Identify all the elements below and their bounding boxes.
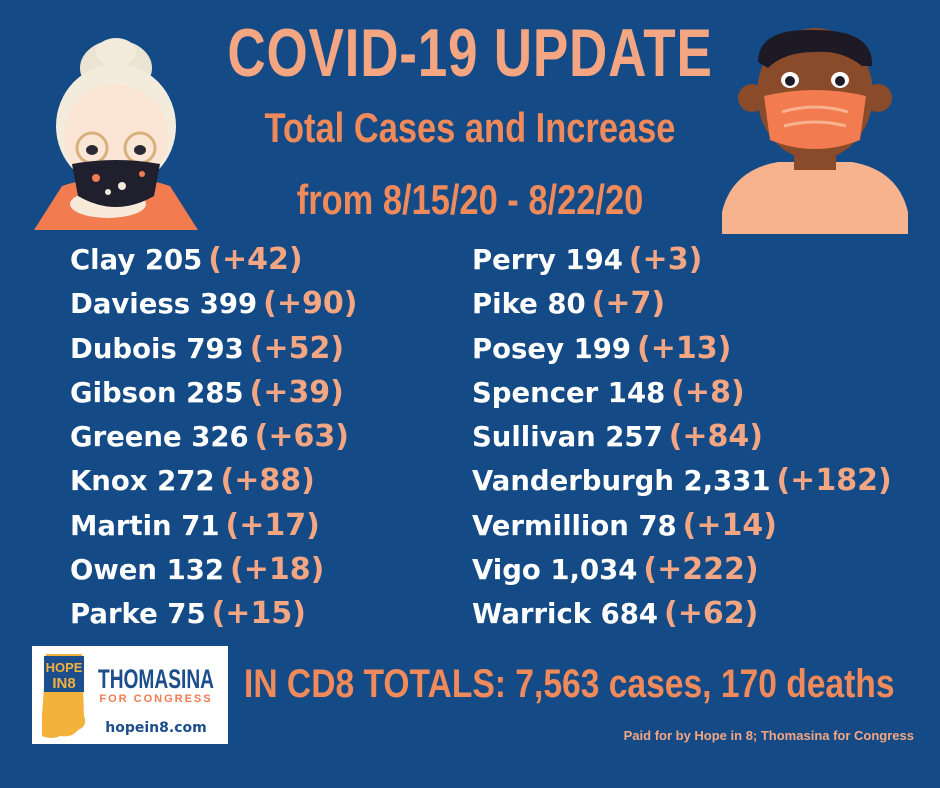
county-label: Gibson 285	[70, 376, 244, 409]
county-increase: (+52)	[249, 330, 345, 366]
county-row: Clay 205 (+42)	[70, 238, 357, 282]
county-label: Pike 80	[472, 288, 586, 321]
county-row: Knox 272 (+88)	[70, 459, 357, 503]
county-increase: (+88)	[220, 463, 315, 499]
county-increase: (+3)	[628, 242, 703, 277]
county-increase: (+62)	[664, 596, 759, 632]
county-label: Owen 132	[70, 554, 224, 587]
county-row: Parke 75 (+15)	[70, 592, 357, 636]
county-increase: (+39)	[249, 374, 344, 410]
county-label: Vanderburgh 2,331	[472, 465, 771, 498]
logo-graphic: HOPE IN8 THOMASINA FOR CONGRESS hopein8.…	[42, 654, 214, 738]
county-row: Dubois 793 (+52)	[70, 327, 357, 371]
county-label: Knox 272	[70, 465, 215, 498]
county-row: Pike 80 (+7)	[472, 282, 892, 326]
county-label: Dubois 793	[70, 332, 244, 365]
paid-for-disclaimer: Paid for by Hope in 8; Thomasina for Con…	[623, 728, 914, 743]
county-label: Vigo 1,034	[472, 554, 638, 587]
county-row: Gibson 285 (+39)	[70, 371, 357, 415]
county-label: Clay 205	[70, 244, 203, 276]
county-row: Posey 199 (+13)	[472, 327, 892, 371]
logo-tagline-text: FOR CONGRESS	[99, 693, 212, 705]
county-label: Vermillion 78	[472, 509, 677, 542]
subtitle-line-1: Total Cases and Increase	[264, 104, 676, 151]
young-man-mask-illustration	[722, 28, 908, 234]
county-label: Perry 194	[472, 244, 623, 276]
county-increase: (+8)	[671, 374, 745, 410]
county-label: Spencer 148	[472, 376, 666, 409]
county-label: Sullivan 257	[472, 421, 663, 454]
county-row: Martin 71 (+17)	[70, 504, 357, 548]
county-label: Warrick 684	[472, 598, 659, 631]
county-increase: (+222)	[643, 552, 759, 588]
elderly-woman-mask-illustration	[34, 38, 198, 230]
county-increase: (+63)	[254, 419, 349, 455]
county-row: Warrick 684 (+62)	[472, 592, 892, 636]
county-row: Greene 326 (+63)	[70, 415, 357, 459]
logo-in8-text: IN8	[52, 675, 75, 692]
county-increase: (+15)	[211, 596, 306, 632]
county-label: Daviess 399	[70, 288, 258, 321]
county-label: Posey 199	[472, 332, 631, 365]
county-increase: (+42)	[208, 242, 303, 277]
county-row: Spencer 148 (+8)	[472, 371, 892, 415]
county-increase: (+182)	[776, 463, 892, 499]
county-increase: (+13)	[636, 330, 732, 366]
county-increase: (+7)	[591, 286, 666, 322]
county-row: Owen 132 (+18)	[70, 548, 357, 592]
logo-hope-text: HOPE	[46, 660, 83, 675]
county-label: Greene 326	[70, 421, 249, 454]
county-row: Vermillion 78 (+14)	[472, 504, 892, 548]
county-row: Daviess 399 (+90)	[70, 282, 357, 326]
county-list-left: Clay 205 (+42) Daviess 399 (+90) Dubois 79…	[70, 238, 357, 637]
county-increase: (+90)	[263, 286, 358, 322]
logo-name-text: THOMASINA	[98, 664, 214, 694]
county-row: Sullivan 257 (+84)	[472, 415, 892, 459]
county-list-right: Perry 194 (+3) Pike 80 (+7) Posey 199 (+13)…	[472, 238, 892, 637]
county-row: Vanderburgh 2,331 (+182)	[472, 459, 892, 503]
logo-url-text: hopein8.com	[105, 720, 206, 736]
county-increase: (+18)	[230, 552, 325, 588]
county-row: Perry 194 (+3)	[472, 238, 892, 282]
county-increase: (+17)	[225, 507, 320, 543]
county-row: Vigo 1,034 (+222)	[472, 548, 892, 592]
cd8-totals: IN CD8 TOTALS: 7,563 cases, 170 deaths	[244, 662, 895, 706]
page-title: COVID-19 UPDATE	[227, 15, 713, 91]
county-label: Martin 71	[70, 509, 220, 542]
subtitle-line-2: from 8/15/20 - 8/22/20	[296, 176, 644, 223]
county-label: Parke 75	[70, 598, 206, 631]
county-increase: (+84)	[668, 419, 764, 455]
campaign-logo: HOPE IN8 THOMASINA FOR CONGRESS hopein8.…	[32, 646, 228, 744]
county-increase: (+14)	[682, 507, 777, 543]
